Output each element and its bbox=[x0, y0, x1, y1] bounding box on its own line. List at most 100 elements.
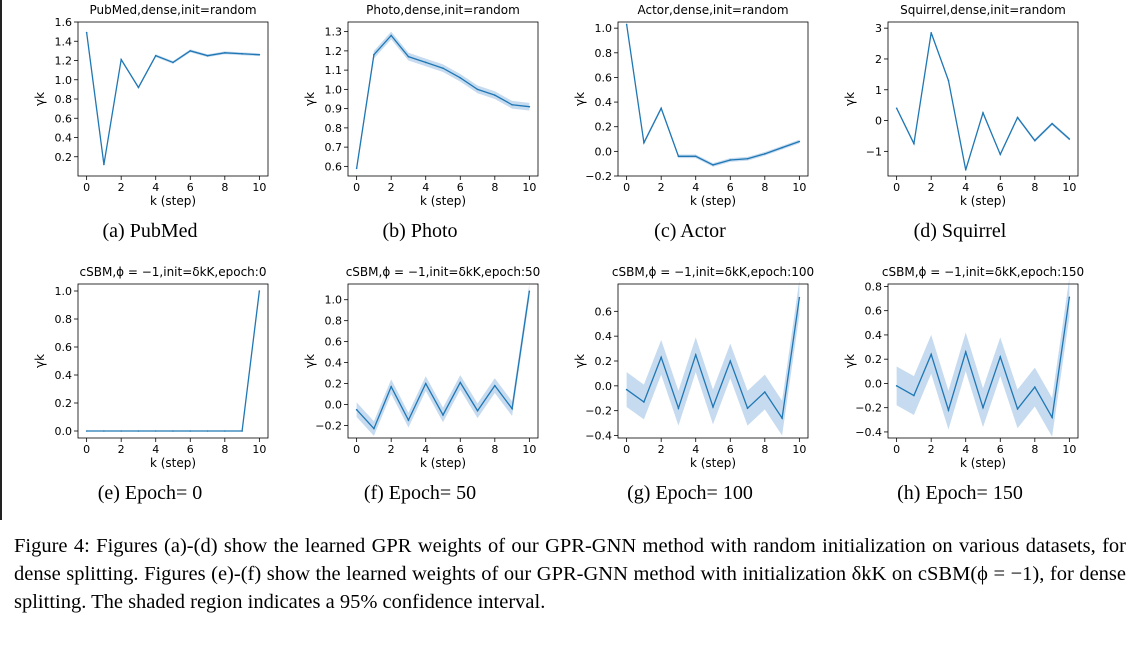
x-tick-label: 2 bbox=[388, 443, 395, 456]
x-tick-label: 0 bbox=[893, 181, 900, 194]
data-point bbox=[764, 391, 766, 393]
data-point bbox=[442, 67, 444, 69]
data-point bbox=[373, 53, 375, 56]
data-point bbox=[947, 79, 950, 82]
x-tick-label: 6 bbox=[187, 443, 194, 456]
x-tick-label: 0 bbox=[353, 443, 360, 456]
data-point bbox=[424, 382, 427, 385]
data-point bbox=[137, 86, 140, 89]
y-tick-label: −0.2 bbox=[585, 405, 612, 418]
series-line bbox=[86, 290, 261, 432]
data-point bbox=[999, 355, 1002, 358]
y-tick-label: 0.9 bbox=[325, 103, 343, 116]
data-point bbox=[1034, 386, 1036, 388]
data-point bbox=[798, 296, 801, 299]
data-point bbox=[390, 34, 392, 37]
x-tick-label: 4 bbox=[152, 443, 159, 456]
y-tick-label: 0.2 bbox=[595, 355, 613, 368]
figure-caption: Figure 4: Figures (a)-(d) show the learn… bbox=[14, 535, 1126, 613]
data-point bbox=[355, 167, 358, 170]
confidence-band bbox=[356, 284, 530, 436]
y-tick-label: −1 bbox=[866, 145, 882, 158]
data-point bbox=[189, 50, 192, 52]
x-tick-label: 4 bbox=[692, 443, 699, 456]
y-tick-label: 0.8 bbox=[865, 280, 883, 293]
x-tick-label: 4 bbox=[962, 181, 969, 194]
x-tick-label: 4 bbox=[422, 443, 429, 456]
confidence-band bbox=[626, 22, 800, 167]
data-point bbox=[694, 353, 697, 356]
data-point bbox=[459, 381, 462, 384]
chart-title: PubMed,dense,init=random bbox=[89, 3, 256, 17]
y-tick-label: −0.2 bbox=[585, 170, 612, 183]
y-tick-label: 1.0 bbox=[595, 22, 613, 35]
y-tick-label: 1.0 bbox=[325, 294, 343, 307]
data-point bbox=[241, 430, 243, 432]
line-chart: PubMed,dense,init=random 0 2 4 6 8 10 0.2 0.4 0.6… bbox=[33, 3, 269, 208]
y-tick-label: 1.4 bbox=[55, 35, 73, 48]
data-point bbox=[154, 430, 157, 432]
x-axis-label: k (step) bbox=[150, 456, 196, 470]
data-point bbox=[729, 360, 732, 362]
confidence-band bbox=[356, 31, 530, 173]
y-tick-label: 0.6 bbox=[325, 336, 343, 349]
line-chart: Photo,dense,init=random 0 2 4 6 8 10 0.6 0.7 0.8 0… bbox=[303, 3, 539, 208]
y-tick-label: 0.6 bbox=[55, 112, 73, 125]
x-tick-label: 10 bbox=[522, 443, 536, 456]
data-point bbox=[189, 430, 192, 432]
confidence-band bbox=[896, 277, 1070, 437]
x-tick-label: 8 bbox=[221, 181, 228, 194]
data-point bbox=[85, 430, 88, 432]
data-point bbox=[660, 107, 662, 110]
data-point bbox=[1051, 122, 1053, 125]
chart-panel-0: PubMed,dense,init=random 0 2 4 6 8 10 0.2 0.4 0.6… bbox=[30, 0, 270, 270]
plot-frame bbox=[887, 21, 1079, 177]
x-tick-label: 0 bbox=[353, 181, 360, 194]
y-tick-label: 0.8 bbox=[325, 315, 343, 328]
x-tick-label: 8 bbox=[761, 443, 768, 456]
data-point bbox=[982, 112, 984, 114]
data-point bbox=[494, 94, 496, 96]
data-point bbox=[798, 140, 801, 143]
x-tick-label: 4 bbox=[152, 181, 159, 194]
y-tick-label: 0.6 bbox=[55, 341, 73, 354]
data-point bbox=[224, 52, 226, 54]
x-tick-label: 0 bbox=[623, 443, 630, 456]
plot-frame bbox=[887, 283, 1079, 439]
y-tick-label: 0.4 bbox=[595, 96, 613, 109]
x-tick-label: 6 bbox=[997, 181, 1004, 194]
x-tick-label: 0 bbox=[893, 443, 900, 456]
data-point bbox=[528, 105, 531, 108]
data-point bbox=[694, 155, 697, 158]
subfigure-caption: (a) PubMed bbox=[102, 220, 198, 242]
data-point bbox=[241, 52, 243, 55]
y-axis-label: γk bbox=[843, 354, 857, 368]
data-point bbox=[913, 142, 915, 145]
data-point bbox=[85, 31, 88, 34]
plot-frame bbox=[77, 21, 269, 177]
subfigure-caption: (f) Epoch= 50 bbox=[363, 482, 477, 504]
y-tick-label: 1.6 bbox=[55, 16, 73, 29]
data-point bbox=[476, 88, 479, 91]
data-point bbox=[781, 146, 783, 149]
x-axis-label: k (step) bbox=[420, 456, 466, 470]
y-tick-label: 0.6 bbox=[325, 160, 343, 173]
y-tick-label: 0 bbox=[875, 115, 882, 128]
data-point bbox=[964, 169, 967, 171]
line-chart: Squirrel,dense,init=random 0 2 4 6 8 10 −1 0 1 2 3 k… bbox=[843, 3, 1079, 208]
y-tick-label: 0.6 bbox=[595, 305, 613, 318]
confidence-band bbox=[626, 280, 800, 436]
data-point bbox=[511, 407, 513, 410]
plot-frame bbox=[77, 283, 269, 439]
x-tick-label: 6 bbox=[727, 181, 734, 194]
data-point bbox=[120, 430, 122, 432]
y-tick-label: 0.2 bbox=[55, 397, 73, 410]
confidence-band bbox=[896, 31, 1070, 172]
data-point bbox=[120, 58, 122, 61]
chart-title: cSBM,ϕ = −1,init=δkK,epoch:100 bbox=[612, 265, 814, 279]
x-tick-label: 0 bbox=[623, 181, 630, 194]
x-axis-label: k (step) bbox=[960, 194, 1006, 208]
data-point bbox=[982, 406, 984, 409]
data-point bbox=[424, 61, 427, 64]
chart-panel-4: cSBM,ϕ = −1,init=δkK,epoch:0 0 2 4 6 8 10 0.0 0.… bbox=[30, 262, 270, 532]
